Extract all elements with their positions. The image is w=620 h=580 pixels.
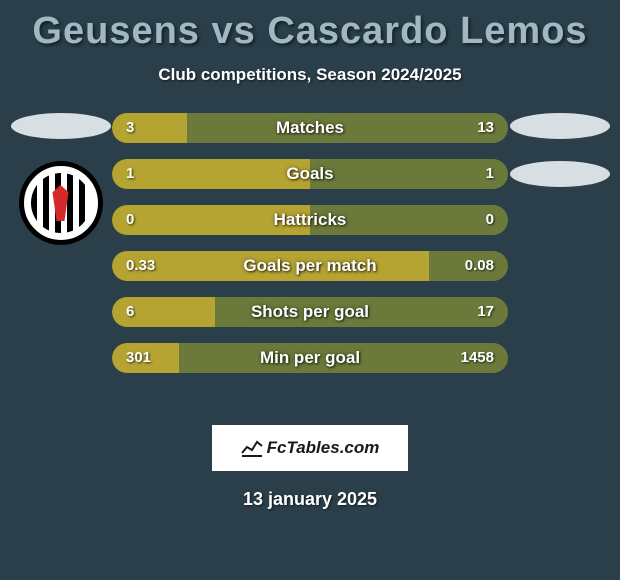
- stat-label: Hattricks: [112, 205, 508, 235]
- stat-value-right: 1458: [461, 343, 494, 373]
- stat-bar-row: Goals1 1: [112, 159, 508, 189]
- season-subtitle: Club competitions, Season 2024/2025: [0, 65, 620, 85]
- club-badge-al-jazira: [19, 161, 103, 245]
- stat-label: Goals: [112, 159, 508, 189]
- player-badge-ellipse: [510, 113, 610, 139]
- page-title: Geusens vs Cascardo Lemos: [0, 0, 620, 53]
- club-badge-inner: [31, 173, 91, 233]
- stat-bar-row: Shots per goal6 17: [112, 297, 508, 327]
- stat-label: Min per goal: [112, 343, 508, 373]
- stat-value-left: 1: [126, 159, 134, 189]
- snapshot-date: 13 january 2025: [0, 489, 620, 510]
- stat-label: Goals per match: [112, 251, 508, 281]
- stat-bar-row: Hattricks0 0: [112, 205, 508, 235]
- stat-bars-container: Matches3 13 Goals1 1 Hattricks0 0 Goals per ma…: [112, 113, 508, 389]
- chart-icon: [241, 439, 263, 457]
- comparison-chart: Matches3 13 Goals1 1 Hattricks0 0 Goals per ma…: [0, 113, 620, 413]
- stat-value-right: 17: [477, 297, 494, 327]
- stat-value-left: 301: [126, 343, 151, 373]
- right-player-badges: [507, 113, 612, 209]
- stat-label: Matches: [112, 113, 508, 143]
- stat-value-right: 13: [477, 113, 494, 143]
- stat-label: Shots per goal: [112, 297, 508, 327]
- stat-value-left: 0: [126, 205, 134, 235]
- stat-value-right: 0.08: [465, 251, 494, 281]
- player-badge-ellipse: [510, 161, 610, 187]
- stat-bar-row: Matches3 13: [112, 113, 508, 143]
- stat-value-left: 0.33: [126, 251, 155, 281]
- attribution-badge: FcTables.com: [212, 425, 408, 471]
- stat-bar-row: Min per goal301 1458: [112, 343, 508, 373]
- stat-value-left: 6: [126, 297, 134, 327]
- stat-value-right: 1: [486, 159, 494, 189]
- player-badge-ellipse: [11, 113, 111, 139]
- stat-value-right: 0: [486, 205, 494, 235]
- attribution-text: FcTables.com: [267, 438, 380, 458]
- stat-value-left: 3: [126, 113, 134, 143]
- stat-bar-row: Goals per match0.33 0.08: [112, 251, 508, 281]
- left-player-badges: [8, 113, 113, 245]
